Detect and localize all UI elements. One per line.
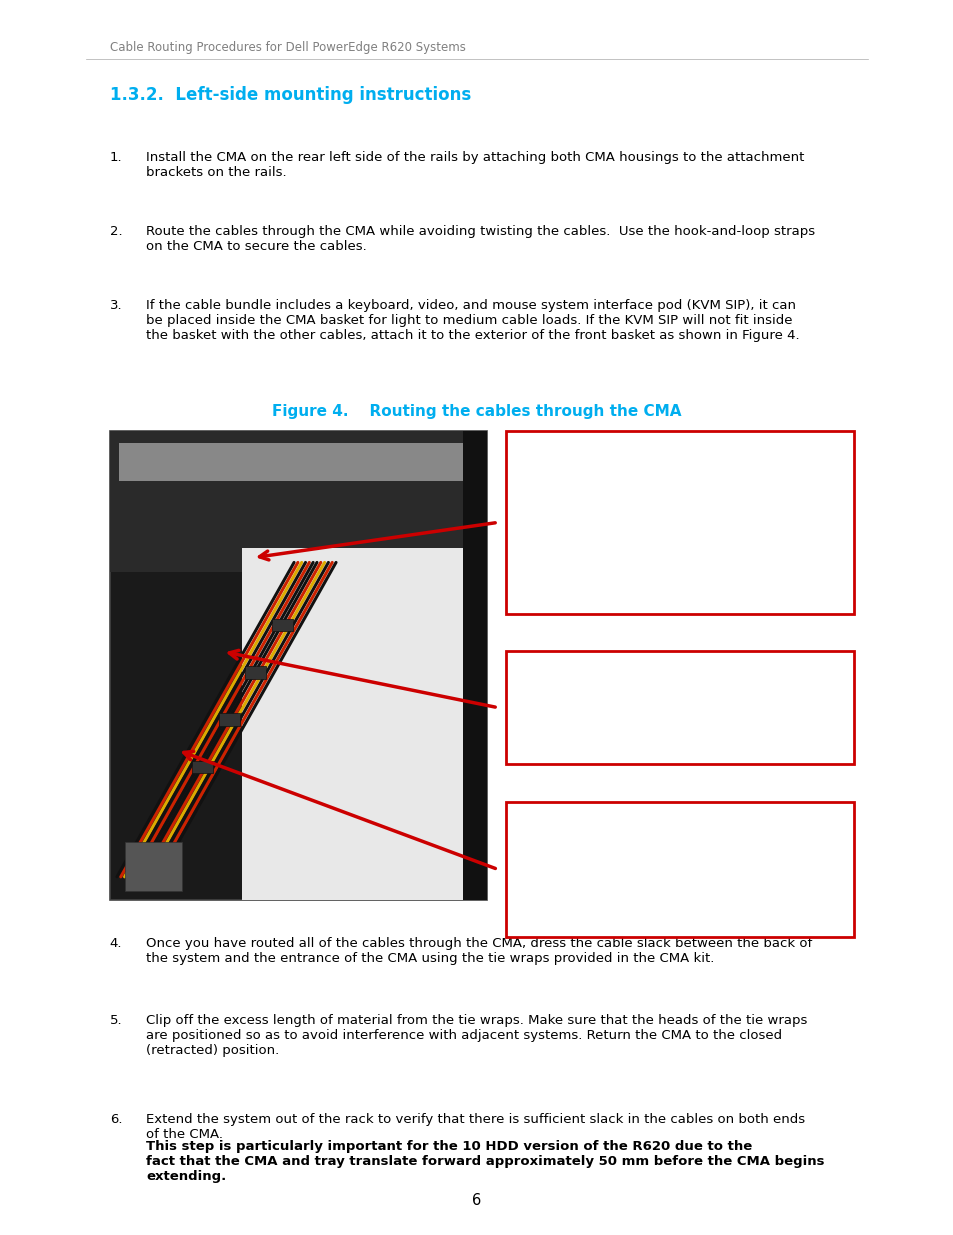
Text: 5.: 5.	[110, 1014, 122, 1028]
Text: Cable Routing Procedures for Dell PowerEdge R620 Systems: Cable Routing Procedures for Dell PowerE…	[110, 41, 465, 54]
Text: 6.: 6.	[110, 1113, 122, 1126]
FancyBboxPatch shape	[110, 431, 486, 572]
FancyBboxPatch shape	[505, 651, 853, 764]
FancyBboxPatch shape	[505, 802, 853, 937]
Text: Install the CMA on the rear left side of the rails by attaching both CMA housing: Install the CMA on the rear left side of…	[146, 151, 803, 179]
Text: 3.: 3.	[110, 299, 122, 312]
Text: Cables entering the CMA should have a
small amount of slack to avoid cable
strai: Cables entering the CMA should have a sm…	[517, 666, 780, 709]
FancyBboxPatch shape	[119, 443, 476, 480]
Text: Do not store excess cable: Do not store excess cable	[572, 446, 748, 459]
Text: slack inside the CMA.  The cables
may protrude through the CMA, thus
causing bin: slack inside the CMA. The cables may pro…	[517, 480, 761, 538]
FancyBboxPatch shape	[245, 667, 266, 679]
FancyBboxPatch shape	[505, 431, 853, 614]
Text: 6: 6	[472, 1193, 481, 1208]
Text: Figure 4.    Routing the cables through the CMA: Figure 4. Routing the cables through the…	[272, 404, 681, 419]
Text: Once you have routed all of the cables through the CMA, dress the cable slack be: Once you have routed all of the cables t…	[146, 937, 811, 966]
Text: 2.: 2.	[110, 225, 122, 238]
FancyBboxPatch shape	[125, 841, 182, 890]
FancyBboxPatch shape	[462, 431, 486, 900]
FancyBboxPatch shape	[272, 619, 293, 631]
FancyBboxPatch shape	[218, 714, 239, 726]
Text: Clip off the excess length of material from the tie wraps. Make sure that the he: Clip off the excess length of material f…	[146, 1014, 806, 1057]
Text: If the cable bundle includes a keyboard, video, and mouse system interface pod (: If the cable bundle includes a keyboard,…	[146, 299, 799, 342]
Text: NOTE:: NOTE:	[517, 446, 562, 459]
Text: Extend the system out of the rack to verify that there is sufficient slack in th: Extend the system out of the rack to ver…	[146, 1113, 804, 1141]
Text: 1.: 1.	[110, 151, 122, 164]
Text: Route the cables through the CMA while avoiding twisting the cables.  Use the ho: Route the cables through the CMA while a…	[146, 225, 814, 253]
FancyBboxPatch shape	[193, 761, 213, 773]
FancyBboxPatch shape	[241, 548, 486, 900]
Text: This step is particularly important for the 10 HDD version of the R620 due to th: This step is particularly important for …	[146, 1140, 823, 1183]
FancyBboxPatch shape	[110, 431, 486, 900]
Text: 4.: 4.	[110, 937, 122, 951]
Text: 1.3.2.  Left-side mounting instructions: 1.3.2. Left-side mounting instructions	[110, 86, 471, 105]
Text: KVM SIP can be attached to the
outside of the CMA basket if
necessary using the : KVM SIP can be attached to the outside o…	[517, 816, 750, 874]
